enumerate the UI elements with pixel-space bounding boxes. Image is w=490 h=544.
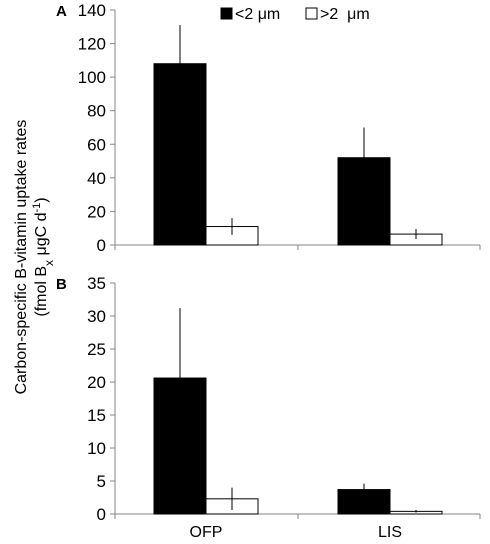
y-tick-label: 30 xyxy=(87,307,106,326)
legend-swatch-large xyxy=(305,7,318,20)
y-tick-label: 10 xyxy=(87,439,106,458)
legend-label-large: >2 μm xyxy=(320,6,370,23)
y-axis-label-line2: (fmol Bx μgC d-1) xyxy=(31,197,56,316)
y-tick-label: 15 xyxy=(87,406,106,425)
legend: <2 μm >2 μm xyxy=(220,6,370,23)
y-tick-label: 100 xyxy=(78,68,106,87)
y-tick-label: 20 xyxy=(87,373,106,392)
panel-label: B xyxy=(56,276,67,293)
legend-label-small: <2 μm xyxy=(235,6,280,23)
legend-swatch-small xyxy=(220,7,233,20)
x-category-label: LIS xyxy=(378,524,402,541)
y-tick-label: 20 xyxy=(87,202,106,221)
x-axis-category-labels: OFP LIS xyxy=(190,524,402,541)
panel-b: B 0 5 10 15 20 25 30 35 xyxy=(56,274,481,524)
y-tick-label: 40 xyxy=(87,169,106,188)
y-tick-label: 140 xyxy=(78,1,106,20)
x-category-label: OFP xyxy=(190,524,223,541)
y-tick-label: 120 xyxy=(78,35,106,54)
y-tick-label: 5 xyxy=(97,472,106,491)
y-axis-label-line1: Carbon-specific B-vitamin uptake rates xyxy=(13,120,30,395)
panel-label: A xyxy=(56,3,67,20)
panel-a: A 0 20 40 60 80 100 120 140 xyxy=(56,1,481,255)
y-tick-label: 80 xyxy=(87,102,106,121)
y-tick-label: 35 xyxy=(87,274,106,293)
y-tick-label: 0 xyxy=(97,236,106,255)
y-tick-label: 0 xyxy=(97,505,106,524)
y-tick-label: 60 xyxy=(87,135,106,154)
y-tick-label: 25 xyxy=(87,340,106,359)
